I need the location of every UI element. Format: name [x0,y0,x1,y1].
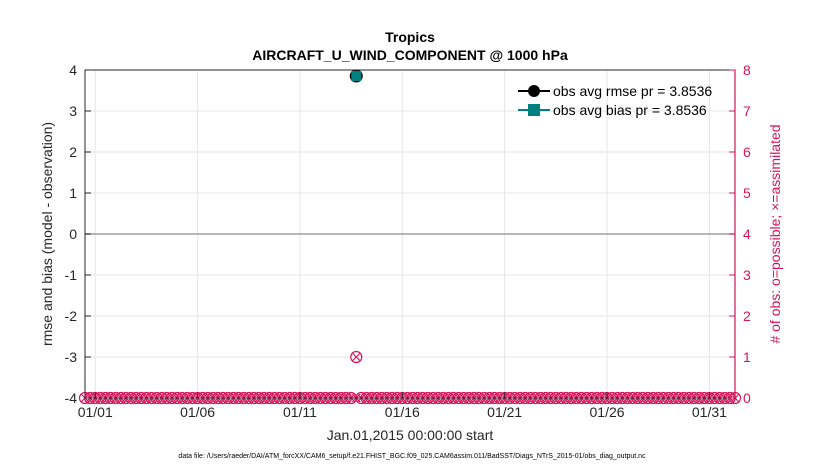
chart-subtitle: AIRCRAFT_U_WIND_COMPONENT @ 1000 hPa [252,47,568,63]
x-axis-ticks: 01/01 01/06 01/11 01/16 01/21 01/26 01/31 [78,392,727,420]
left-axis-ticks: -4 -3 -2 -1 0 1 2 3 4 [65,62,91,406]
x-tick-label: 01/21 [487,404,522,420]
bias-data-point [351,71,362,82]
x-tick-label: 01/31 [692,404,727,420]
y-tick-label: -2 [65,308,78,324]
y-axis-label: rmse and bias (model - observation) [39,122,55,346]
y2-axis-label: # of obs: o=possible; ×=assimilated [767,124,783,343]
data-file-footer: data file: /Users/raeder/DAI/ATM_forcXX/… [178,453,646,460]
legend: obs avg rmse pr = 3.8536 obs avg bias pr… [518,83,712,118]
y-tick-label: 1 [69,185,77,201]
y2-tick-label: 7 [743,103,751,119]
y-tick-label: 3 [69,103,77,119]
possible-count-marker [350,350,363,364]
y2-tick-label: 1 [743,349,751,365]
y-tick-label: 2 [69,144,77,160]
y2-tick-label: 8 [743,62,751,78]
x-tick-label: 01/26 [590,404,625,420]
series-markers [349,69,363,83]
count-overlay-marker [351,352,361,362]
y2-tick-label: 3 [743,267,751,283]
legend-entry-rmse: obs avg rmse pr = 3.8536 [518,83,712,99]
x-tick-label: 01/01 [78,404,113,420]
y2-tick-label: 2 [743,308,751,324]
y-tick-label: -3 [65,349,78,365]
x-tick-label: 01/11 [283,404,317,420]
x-tick-label: 01/16 [385,404,420,420]
y-tick-label: 0 [69,226,77,242]
legend-rmse-label: obs avg rmse pr = 3.8536 [553,83,712,99]
legend-entry-bias: obs avg bias pr = 3.8536 [518,102,707,118]
y2-tick-label: 0 [743,390,751,406]
y2-tick-label: 5 [743,185,751,201]
y-tick-label: -4 [65,390,78,406]
chart-title: Tropics [385,29,435,45]
y-tick-label: 4 [69,62,77,78]
legend-bias-label: obs avg bias pr = 3.8536 [553,102,707,118]
x-tick-label: 01/06 [180,404,215,420]
legend-bias-marker [528,104,540,116]
x-axis-label: Jan.01,2015 00:00:00 start [327,427,494,443]
right-axis-ticks: 0 1 2 3 4 5 6 7 8 [729,62,751,406]
y2-tick-label: 6 [743,144,751,160]
y-tick-label: -1 [65,267,78,283]
legend-rmse-marker [528,85,540,97]
y2-tick-label: 4 [743,226,751,242]
